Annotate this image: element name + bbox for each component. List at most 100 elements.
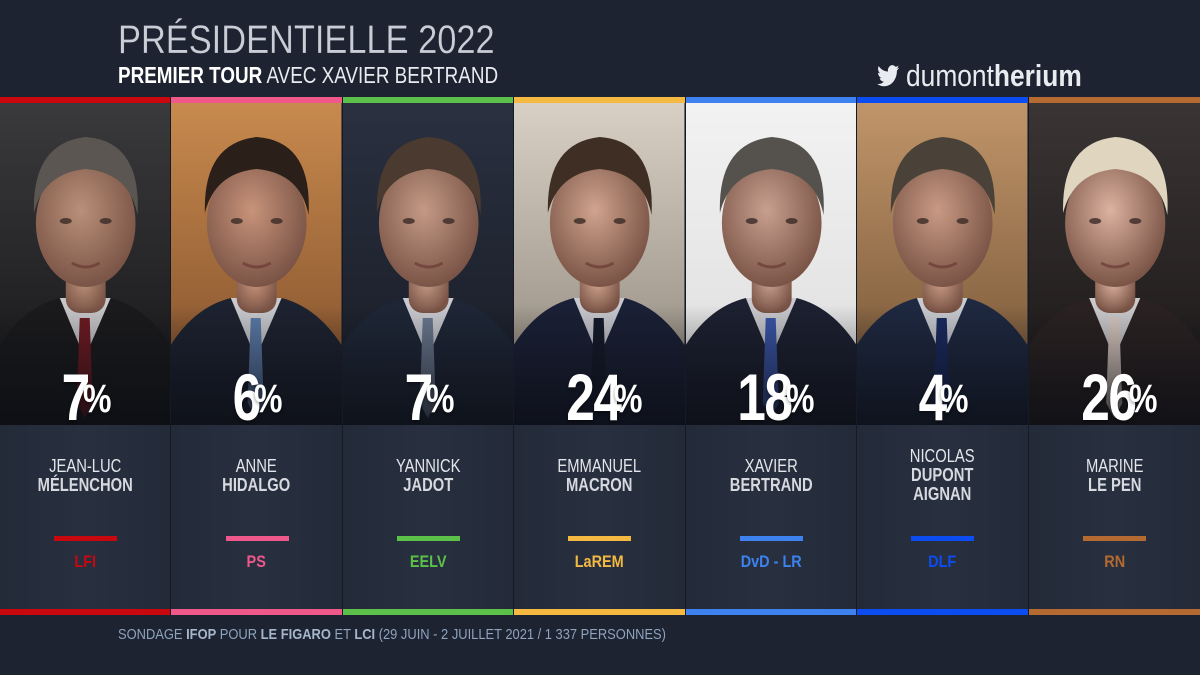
candidate-first-name: MARINE — [1085, 456, 1143, 476]
party-underline — [1083, 536, 1147, 541]
footer-pollster: IFOP — [186, 626, 217, 643]
candidate-portrait — [857, 103, 1028, 425]
candidate-column: 7% JEAN-LUC MÉLENCHON LFI — [0, 97, 172, 615]
party-color-bar-top — [171, 97, 342, 103]
brand-handle-bold: herium — [994, 58, 1082, 93]
portrait-shade — [0, 305, 171, 425]
candidate-column: 6% ANNE HIDALGO PS — [171, 97, 343, 615]
page-subtitle: PREMIER TOUR AVEC XAVIER BERTRAND — [118, 62, 498, 88]
candidate-last-name: DUPONT AIGNAN — [911, 465, 974, 504]
candidate-columns: 7% JEAN-LUC MÉLENCHON LFI — [0, 97, 1200, 615]
vote-percentage: 6% — [171, 362, 341, 432]
party-color-bar-top — [1028, 97, 1200, 103]
percent-sign: % — [82, 377, 111, 421]
vote-percentage: 7% — [343, 362, 513, 432]
party-label: LFI — [74, 552, 97, 571]
portrait-shade — [171, 305, 342, 425]
party-color-bar-bottom — [342, 609, 514, 615]
candidate-first-name: JEAN-LUC — [49, 456, 122, 476]
vote-percentage: 18% — [686, 362, 856, 432]
footer-text: POUR — [216, 626, 261, 643]
percent-sign: % — [939, 377, 968, 421]
percentage-value: 24 — [566, 360, 622, 434]
percentage-value: 26 — [1081, 360, 1137, 434]
party-color-bar-bottom — [857, 609, 1028, 615]
subtitle-bold: PREMIER TOUR — [118, 62, 263, 88]
party-color-bar-top — [0, 97, 171, 103]
party-underline — [397, 536, 461, 541]
candidate-info-panel: XAVIER BERTRAND DvD - LR — [685, 425, 857, 609]
header: PRÉSIDENTIELLE 2022 PREMIER TOUR AVEC XA… — [118, 18, 582, 88]
candidate-first-name: YANNICK — [395, 456, 461, 476]
source-footer: SONDAGE IFOP POUR LE FIGARO ET LCI (29 J… — [118, 626, 666, 643]
party-color-bar-bottom — [0, 609, 171, 615]
candidate-portrait — [685, 103, 857, 425]
candidate-portrait — [514, 103, 685, 425]
candidate-last-name: JADOT — [403, 475, 454, 495]
subtitle-rest: AVEC XAVIER BERTRAND — [262, 62, 499, 88]
vote-percentage: 24% — [514, 362, 684, 432]
candidate-last-name: HIDALGO — [222, 475, 291, 495]
footer-text: ET — [330, 626, 355, 643]
candidate-name: XAVIER BERTRAND — [701, 457, 841, 495]
percentage-value: 4 — [918, 360, 948, 434]
party-label: PS — [246, 552, 267, 571]
candidate-info-panel: YANNICK JADOT EELV — [342, 425, 514, 609]
candidate-name: EMMANUEL MACRON — [530, 457, 670, 495]
candidate-info-panel: ANNE HIDALGO PS — [171, 425, 342, 609]
brand-handle-light: dumont — [906, 58, 995, 93]
candidate-column: 7% YANNICK JADOT EELV — [342, 97, 515, 615]
candidate-portrait — [171, 103, 342, 425]
party-label: DLF — [928, 552, 957, 571]
footer-text: SONDAGE — [118, 626, 187, 643]
percentage-value: 6 — [233, 360, 262, 434]
party-color-bar-bottom — [1028, 609, 1200, 615]
candidate-portrait — [342, 103, 514, 425]
candidate-info-panel: JEAN-LUC MÉLENCHON LFI — [0, 425, 171, 609]
page-title: PRÉSIDENTIELLE 2022 — [118, 18, 495, 62]
vote-percentage: 26% — [1029, 362, 1200, 432]
percent-sign: % — [425, 377, 454, 421]
candidate-info-panel: MARINE LE PEN RN — [1028, 425, 1200, 609]
party-color-bar-top — [514, 97, 685, 103]
candidate-name: MARINE LE PEN — [1044, 457, 1185, 495]
party-label: LaREM — [574, 552, 624, 571]
footer-client-2: LCI — [354, 626, 376, 643]
percent-sign: % — [254, 377, 282, 421]
party-color-bar-top — [857, 97, 1028, 103]
footer-dates: (29 JUIN - 2 JUILLET 2021 / 1 337 PERSON… — [375, 626, 666, 643]
candidate-last-name: MACRON — [566, 475, 633, 495]
candidate-info-panel: NICOLAS DUPONT AIGNAN DLF — [857, 425, 1028, 609]
footer-client-1: LE FIGARO — [260, 626, 331, 643]
percentage-value: 18 — [737, 360, 794, 434]
brand-handle[interactable]: dumontherium — [877, 58, 1082, 94]
candidate-column: 24% EMMANUEL MACRON LaREM — [514, 97, 686, 615]
candidate-name: YANNICK JADOT — [358, 457, 498, 495]
candidate-name: JEAN-LUC MÉLENCHON — [15, 457, 155, 495]
candidate-info-panel: EMMANUEL MACRON LaREM — [514, 425, 685, 609]
percent-sign: % — [785, 377, 814, 421]
candidate-first-name: EMMANUEL — [557, 456, 642, 476]
twitter-bird-icon — [877, 65, 900, 87]
candidate-last-name: MÉLENCHON — [37, 475, 133, 495]
candidate-column: 4% NICOLAS DUPONT AIGNAN DLF — [857, 97, 1029, 615]
vote-percentage: 4% — [857, 362, 1027, 432]
party-underline — [568, 536, 632, 541]
party-color-bar-bottom — [685, 609, 857, 615]
party-underline — [54, 536, 118, 541]
party-color-bar-top — [342, 97, 514, 103]
percent-sign: % — [1129, 377, 1157, 421]
portrait-shade — [685, 305, 857, 425]
portrait-shade — [514, 305, 685, 425]
candidate-first-name: NICOLAS — [909, 446, 975, 466]
portrait-shade — [1028, 305, 1200, 425]
candidate-first-name: ANNE — [236, 456, 278, 476]
percentage-value: 7 — [404, 360, 434, 434]
candidate-column: 26% MARINE LE PEN RN — [1028, 97, 1200, 615]
party-underline — [225, 536, 289, 541]
candidate-last-name: BERTRAND — [729, 475, 813, 495]
percent-sign: % — [614, 377, 642, 421]
candidate-name: NICOLAS DUPONT AIGNAN — [872, 447, 1012, 504]
candidate-last-name: LE PEN — [1087, 475, 1141, 495]
candidate-first-name: XAVIER — [744, 456, 798, 476]
